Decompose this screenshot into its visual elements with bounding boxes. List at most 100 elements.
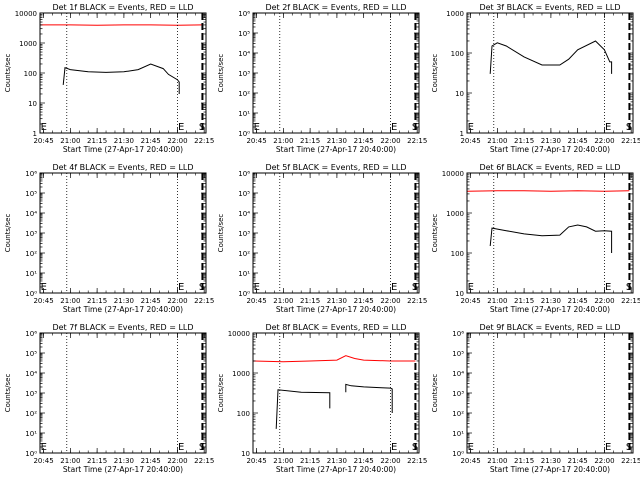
event-marker-s: S: [626, 122, 632, 133]
plot-frame: [252, 172, 420, 294]
x-tick-label: 21:45: [141, 297, 161, 305]
x-tick-label: 22:00: [594, 457, 614, 465]
x-tick-label: 21:45: [354, 297, 374, 305]
x-tick-label: 21:30: [541, 297, 561, 305]
y-tick-label: 10: [28, 100, 37, 108]
event-marker-e: E: [41, 442, 47, 453]
x-tick-label: 21:15: [300, 457, 320, 465]
y-tick-label: 10¹: [25, 270, 37, 278]
chart-panel-8: Det 8f BLACK = Events, RED = LLD 10 100 100…: [217, 323, 427, 474]
event-marker-e: E: [178, 122, 184, 133]
y-tick-label: 10⁰: [238, 130, 250, 138]
x-tick-label: 20:45: [33, 457, 53, 465]
x-axis-label: Start Time (27-Apr-17 20:40:00): [490, 305, 610, 314]
y-tick-label: 10¹: [238, 270, 250, 278]
y-tick-label: 1000: [446, 210, 464, 218]
y-tick-label: 10⁶: [452, 330, 464, 338]
event-marker-s: S: [199, 282, 205, 293]
x-tick-label: 21:45: [568, 297, 588, 305]
x-tick-label: 21:45: [354, 137, 374, 145]
x-tick-label: 21:00: [60, 457, 80, 465]
x-tick-label: 21:15: [300, 137, 320, 145]
chart-panel-7: Det 7f BLACK = Events, RED = LLD 10⁰ 10¹ 10…: [4, 323, 214, 474]
x-axis-label: Start Time (27-Apr-17 20:40:00): [276, 305, 396, 314]
events-series-line-2: [489, 224, 613, 253]
event-marker-e: E: [254, 282, 260, 293]
y-axis-label: Counts/sec: [217, 214, 225, 253]
x-tick-label: 21:30: [114, 457, 134, 465]
x-tick-label: 22:00: [380, 457, 400, 465]
x-axis-label: Start Time (27-Apr-17 20:40:00): [63, 465, 183, 474]
x-tick-label: 21:15: [514, 457, 534, 465]
y-tick-label: 10⁵: [25, 350, 37, 358]
x-tick-label: 22:15: [407, 457, 427, 465]
event-marker-s: S: [199, 442, 205, 453]
x-tick-label: 22:15: [621, 297, 640, 305]
event-marker-e: E: [468, 442, 474, 453]
x-tick-label: 21:15: [87, 457, 107, 465]
y-axis-label: Counts/sec: [431, 214, 439, 253]
y-tick-label: 10⁴: [238, 50, 250, 58]
event-marker-e: E: [468, 282, 474, 293]
event-marker-e: E: [391, 442, 397, 453]
plot-frame: [39, 332, 207, 454]
y-tick-label: 10⁶: [238, 10, 250, 18]
chart-panel-9: Det 9f BLACK = Events, RED = LLD 10⁰ 10¹ 10…: [431, 323, 640, 474]
y-tick-label: 10²: [238, 90, 250, 98]
x-axis-label: Start Time (27-Apr-17 20:40:00): [276, 145, 396, 154]
y-tick-label: 10³: [25, 390, 37, 398]
y-axis-label: Counts/sec: [431, 54, 439, 93]
x-tick-label: 22:15: [407, 137, 427, 145]
y-tick-label: 10⁵: [452, 350, 464, 358]
x-tick-label: 20:45: [33, 297, 53, 305]
y-tick-label: 10⁴: [25, 370, 37, 378]
events-series-line-2: [275, 389, 331, 429]
y-tick-label: 100: [451, 250, 464, 258]
y-tick-label: 10¹: [452, 430, 464, 438]
x-tick-label: 21:30: [327, 457, 347, 465]
plot-frame: [466, 172, 634, 294]
y-tick-label: 10⁴: [25, 210, 37, 218]
y-tick-label: 10²: [25, 250, 37, 258]
x-tick-label: 21:30: [114, 297, 134, 305]
x-tick-label: 22:00: [594, 297, 614, 305]
plot-frame: [252, 12, 420, 134]
event-marker-s: S: [412, 442, 418, 453]
event-marker-s: S: [412, 282, 418, 293]
x-tick-label: 21:45: [568, 457, 588, 465]
x-tick-label: 22:00: [167, 137, 187, 145]
x-axis-label: Start Time (27-Apr-17 20:40:00): [490, 145, 610, 154]
x-tick-label: 21:15: [87, 137, 107, 145]
y-tick-label: 1000: [232, 370, 250, 378]
x-axis-label: Start Time (27-Apr-17 20:40:00): [63, 145, 183, 154]
plot-frame: [39, 172, 207, 294]
x-tick-label: 22:15: [194, 297, 214, 305]
y-tick-label: 10⁶: [25, 330, 37, 338]
x-tick-label: 20:45: [33, 137, 53, 145]
y-tick-label: 10²: [25, 410, 37, 418]
chart-panel-1: Det 1f BLACK = Events, RED = LLD 1 10 100 10…: [4, 3, 214, 154]
x-tick-label: 21:30: [541, 457, 561, 465]
x-tick-label: 21:45: [568, 137, 588, 145]
y-tick-label: 1: [460, 130, 464, 138]
y-tick-label: 10: [455, 90, 464, 98]
y-tick-label: 10³: [238, 230, 250, 238]
y-tick-label: 10⁴: [452, 370, 464, 378]
y-axis-label: Counts/sec: [217, 54, 225, 93]
plot-frame: [466, 332, 634, 454]
y-axis-label: Counts/sec: [4, 374, 12, 413]
chart-title: Det 2f BLACK = Events, RED = LLD: [265, 3, 406, 12]
lld-series-line-1: [252, 355, 416, 363]
event-marker-s: S: [626, 282, 632, 293]
x-tick-label: 20:45: [246, 297, 266, 305]
x-tick-label: 21:00: [487, 457, 507, 465]
y-tick-label: 10⁰: [25, 290, 37, 298]
y-tick-label: 10¹: [25, 430, 37, 438]
x-tick-label: 22:00: [594, 137, 614, 145]
x-tick-label: 21:45: [354, 457, 374, 465]
x-tick-label: 22:00: [380, 297, 400, 305]
event-marker-e: E: [178, 282, 184, 293]
chart-title: Det 3f BLACK = Events, RED = LLD: [479, 3, 620, 12]
x-tick-label: 20:45: [246, 137, 266, 145]
